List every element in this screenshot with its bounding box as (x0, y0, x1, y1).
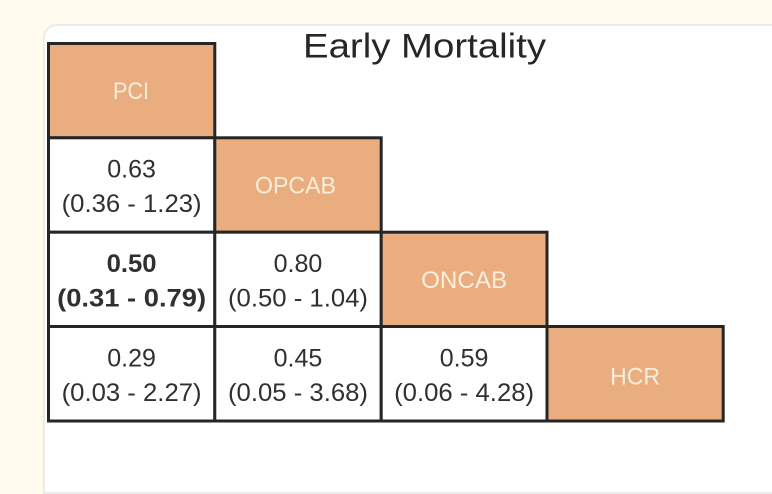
svg-text:ONCAB: ONCAB (421, 267, 507, 294)
svg-text:0.63: 0.63 (107, 156, 156, 184)
svg-text:0.29: 0.29 (107, 344, 156, 372)
svg-text:Early Mortality: Early Mortality (303, 28, 546, 66)
svg-text:0.80: 0.80 (274, 250, 323, 278)
svg-text:(0.36 - 1.23): (0.36 - 1.23) (62, 190, 202, 218)
svg-text:(0.03 - 2.27): (0.03 - 2.27) (62, 379, 202, 407)
svg-text:(0.31 - 0.79): (0.31 - 0.79) (57, 284, 206, 312)
svg-text:HCR: HCR (610, 363, 660, 390)
svg-text:(0.06 - 4.28): (0.06 - 4.28) (394, 379, 534, 407)
svg-text:(0.05 - 3.68): (0.05 - 3.68) (228, 379, 368, 407)
svg-text:0.50: 0.50 (107, 250, 157, 278)
svg-text:PCI: PCI (113, 78, 149, 105)
svg-text:0.45: 0.45 (274, 344, 323, 372)
svg-text:(0.50 - 1.04): (0.50 - 1.04) (228, 284, 368, 312)
svg-text:0.59: 0.59 (440, 344, 489, 372)
svg-text:OPCAB: OPCAB (255, 173, 336, 200)
